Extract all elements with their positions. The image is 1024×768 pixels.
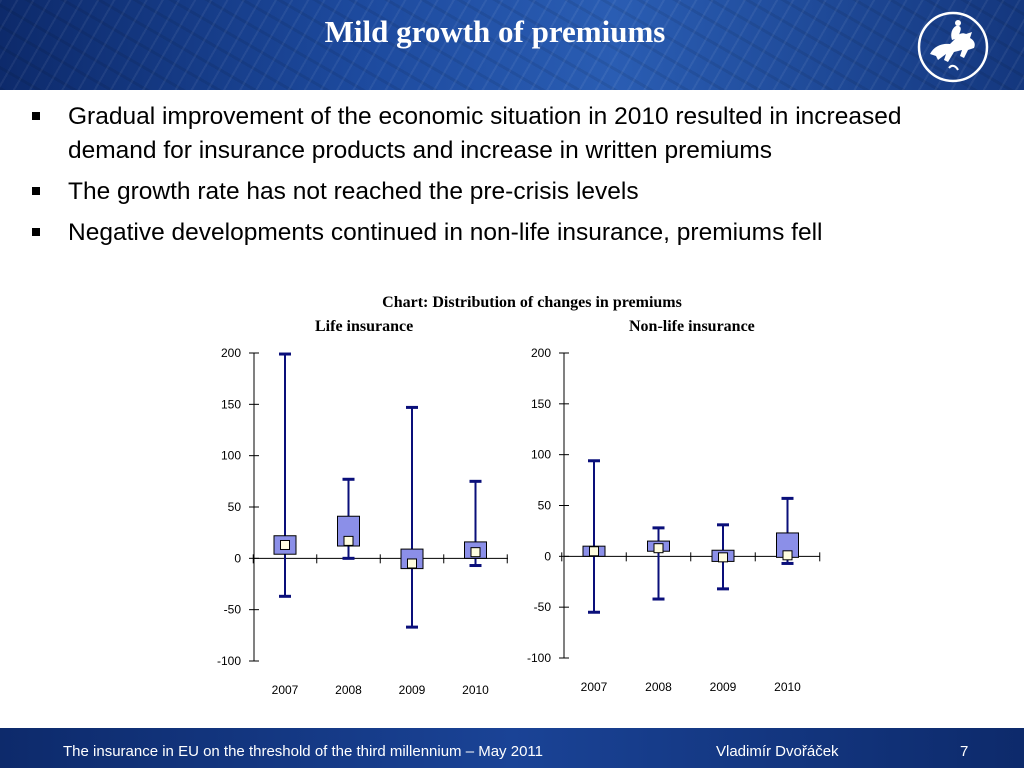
bullet-text: Gradual improvement of the economic situ… (68, 103, 902, 164)
slide-footer: The insurance in EU on the threshold of … (0, 728, 1024, 768)
slide-title: Mild growth of premiums (324, 14, 666, 49)
y-tick-label: 50 (228, 500, 242, 514)
y-tick-label: 0 (234, 551, 241, 565)
y-tick-label: 200 (221, 346, 241, 360)
bullet-square-icon (32, 187, 40, 195)
median-marker (280, 539, 290, 550)
footer-text: The insurance in EU on the threshold of … (63, 743, 543, 760)
median-marker (407, 558, 417, 569)
slide-header: Mild growth of premiums (0, 0, 1024, 90)
box-iqr (337, 515, 360, 547)
y-tick-label: -50 (224, 603, 242, 617)
y-tick-label: 200 (531, 346, 551, 360)
x-category-label: 2010 (462, 683, 489, 697)
y-tick-label: 150 (221, 397, 241, 411)
non-life-panel-title: Non-life insurance (629, 318, 755, 335)
y-tick-label: -100 (217, 654, 241, 668)
bullet-text: Negative developments continued in non-l… (68, 219, 823, 246)
header-background-texture (0, 0, 1024, 90)
rider-on-horse-logo-icon (917, 11, 989, 83)
chart-title: Chart: Distribution of changes in premiu… (382, 294, 682, 311)
y-tick-label: 50 (538, 499, 552, 513)
median-marker (782, 550, 793, 561)
x-category-label: 2010 (774, 680, 801, 694)
median-marker (589, 546, 599, 557)
bullet-item: Negative developments continued in non-l… (30, 216, 990, 250)
x-category-label: 2008 (645, 680, 672, 694)
y-tick-label: 100 (531, 448, 551, 462)
median-marker (718, 552, 728, 563)
life-panel-title: Life insurance (315, 318, 414, 335)
x-category-label: 2009 (399, 683, 426, 697)
median-marker (470, 547, 481, 558)
y-tick-label: -50 (534, 600, 552, 614)
median-marker (343, 535, 354, 546)
x-category-label: 2007 (581, 680, 608, 694)
bullet-text: The growth rate has not reached the pre-… (68, 178, 639, 205)
page-number: 7 (960, 743, 969, 760)
y-tick-label: 0 (544, 549, 551, 563)
bullet-item: Gradual improvement of the economic situ… (30, 100, 990, 168)
y-tick-label: 150 (531, 397, 551, 411)
bullet-item: The growth rate has not reached the pre-… (30, 175, 990, 209)
bullet-square-icon (32, 112, 40, 120)
x-category-label: 2009 (710, 680, 737, 694)
x-category-label: 2007 (272, 683, 299, 697)
median-marker (653, 543, 664, 554)
y-tick-label: 100 (221, 449, 241, 463)
y-tick-label: -100 (527, 651, 551, 665)
bullet-square-icon (32, 228, 40, 236)
x-category-label: 2008 (335, 683, 362, 697)
box-plot-charts: 200 150 100 50 0 -50 -100 2007 2008 2009 2010 200 15… (217, 346, 821, 697)
footer-author: Vladimír Dvořáček (716, 743, 839, 760)
bullet-list: Gradual improvement of the economic situ… (30, 100, 990, 257)
